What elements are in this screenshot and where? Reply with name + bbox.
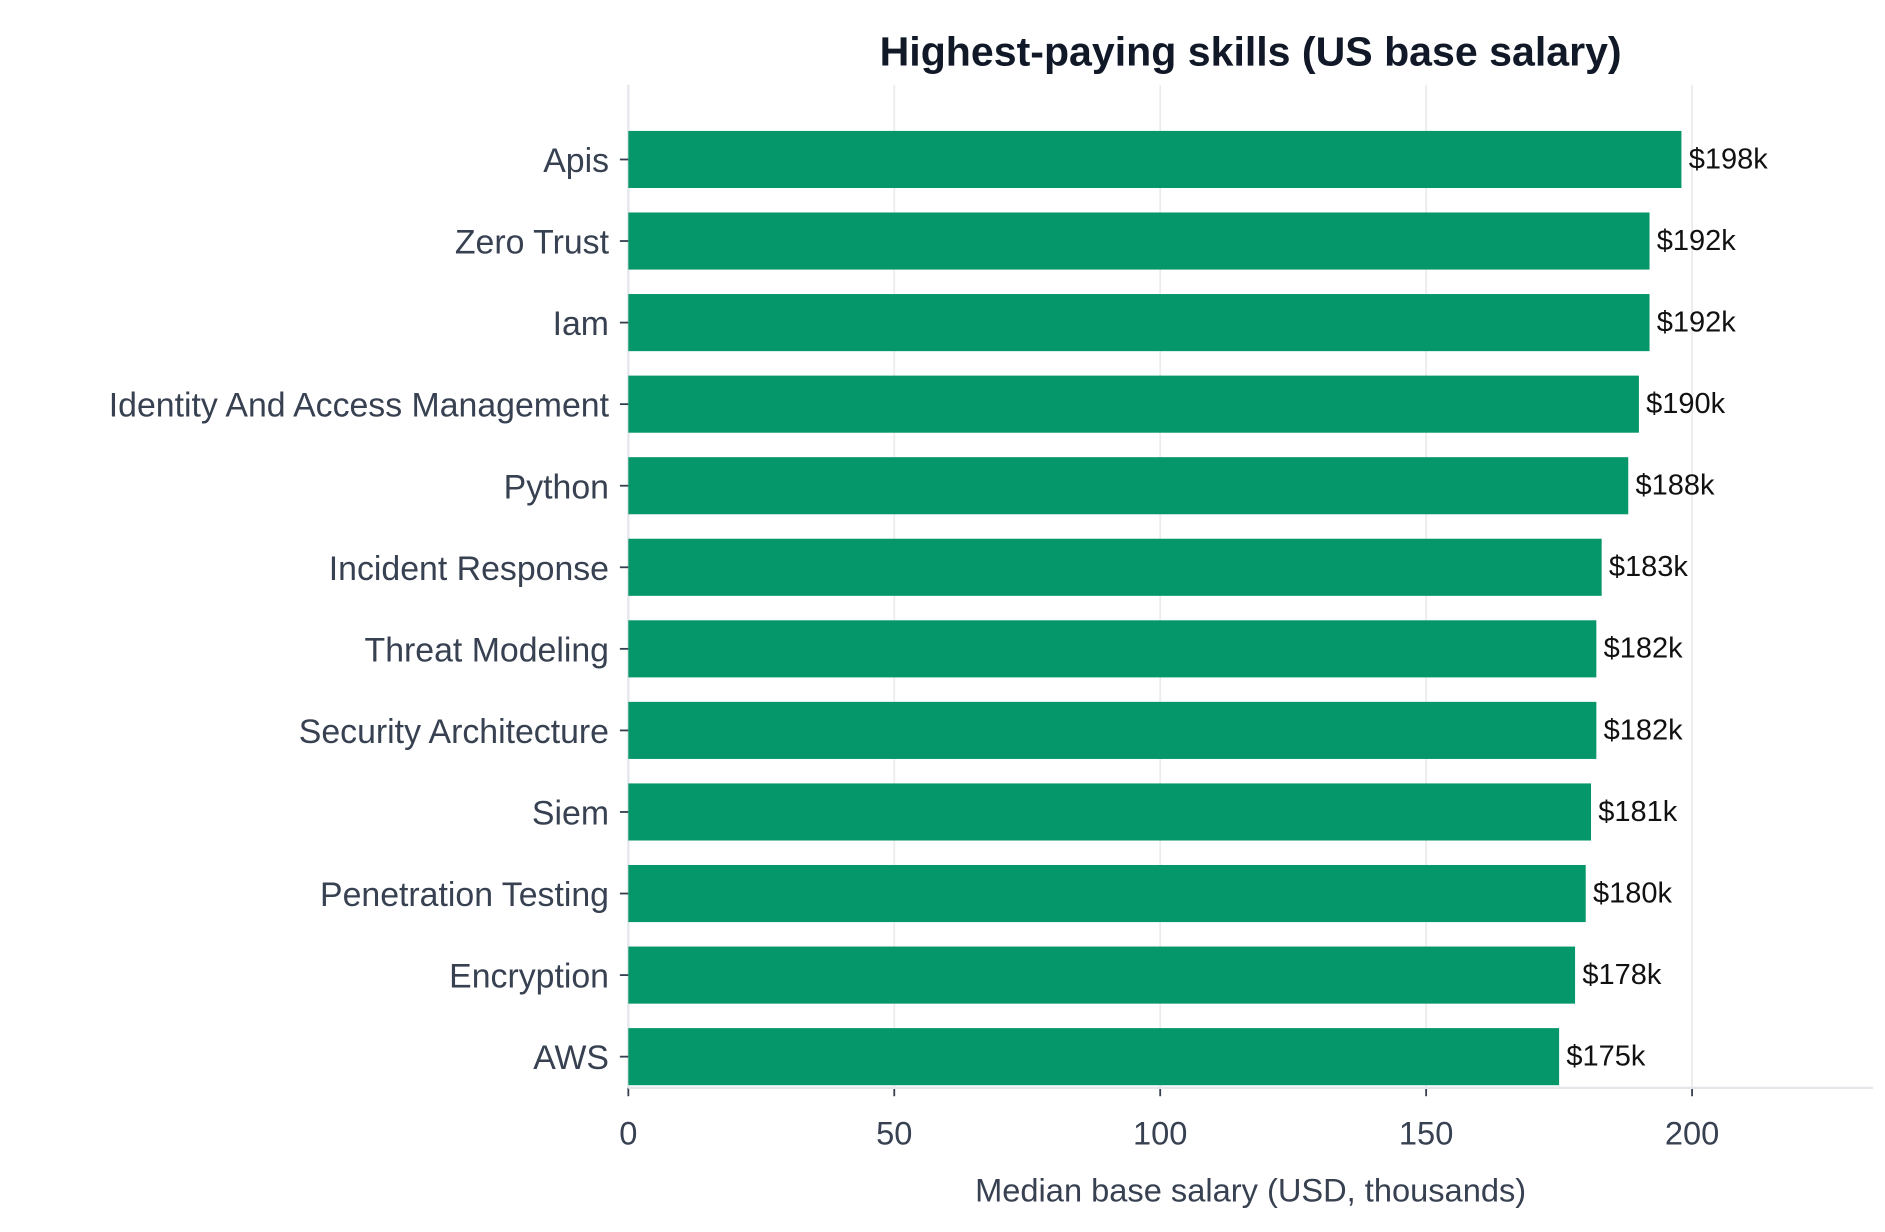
- x-tick-label: 200: [1665, 1115, 1719, 1152]
- y-tick-label: Incident Response: [329, 550, 609, 588]
- value-label: $182k: [1604, 633, 1684, 665]
- value-label: $198k: [1689, 143, 1769, 175]
- value-label: $180k: [1593, 877, 1673, 909]
- chart-title: Highest-paying skills (US base salary): [880, 29, 1622, 75]
- value-label: $190k: [1646, 388, 1726, 420]
- y-tick-label: Zero Trust: [455, 224, 610, 262]
- value-label: $182k: [1604, 714, 1684, 746]
- bar: [628, 701, 1597, 759]
- x-tick-label: 50: [876, 1115, 912, 1152]
- bar: [628, 212, 1650, 270]
- value-label: $181k: [1598, 796, 1678, 828]
- bar: [628, 538, 1602, 596]
- y-tick-label: Security Architecture: [299, 713, 609, 751]
- value-label: $192k: [1657, 306, 1737, 338]
- y-tick-label: Iam: [553, 305, 609, 343]
- y-tick-label: Threat Modeling: [365, 631, 609, 669]
- x-tick-label: 100: [1133, 1115, 1187, 1152]
- bar: [628, 946, 1576, 1004]
- value-label: $188k: [1636, 470, 1716, 502]
- bar: [628, 294, 1650, 352]
- y-tick-label: Siem: [532, 795, 609, 833]
- bar: [628, 457, 1629, 515]
- y-tick-label: Encryption: [449, 958, 609, 996]
- value-label: $192k: [1657, 225, 1737, 257]
- x-tick-label: 150: [1399, 1115, 1453, 1152]
- bar: [628, 1028, 1560, 1086]
- y-tick-label: Python: [504, 468, 609, 506]
- bar: [628, 375, 1639, 433]
- bar: [628, 783, 1592, 841]
- y-tick-label: Penetration Testing: [320, 876, 609, 914]
- bar: [628, 864, 1586, 923]
- value-label: $178k: [1582, 959, 1662, 991]
- y-tick-label: Identity And Access Management: [109, 387, 610, 425]
- y-tick-label: AWS: [533, 1039, 609, 1077]
- x-tick-label: 0: [619, 1115, 637, 1152]
- bar: [628, 130, 1682, 189]
- bar: [628, 620, 1597, 678]
- y-tick-label: Apis: [543, 142, 609, 180]
- value-label: $175k: [1566, 1041, 1646, 1073]
- x-axis-label: Median base salary (USD, thousands): [975, 1172, 1526, 1209]
- value-label: $183k: [1609, 551, 1689, 583]
